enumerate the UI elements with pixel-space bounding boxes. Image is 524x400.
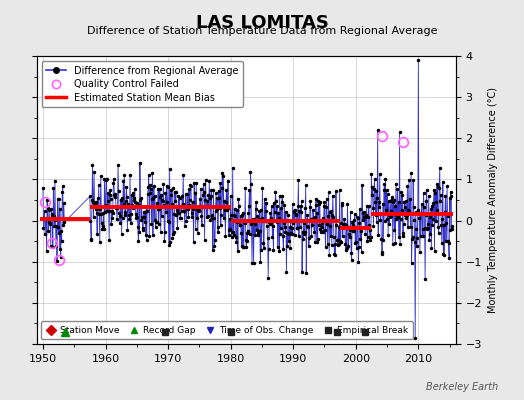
Y-axis label: Monthly Temperature Anomaly Difference (°C): Monthly Temperature Anomaly Difference (… — [488, 87, 498, 313]
Text: Berkeley Earth: Berkeley Earth — [425, 382, 498, 392]
Text: LAS LOMITAS: LAS LOMITAS — [195, 14, 329, 32]
Text: Difference of Station Temperature Data from Regional Average: Difference of Station Temperature Data f… — [87, 26, 437, 36]
Legend: Station Move, Record Gap, Time of Obs. Change, Empirical Break: Station Move, Record Gap, Time of Obs. C… — [41, 322, 412, 340]
